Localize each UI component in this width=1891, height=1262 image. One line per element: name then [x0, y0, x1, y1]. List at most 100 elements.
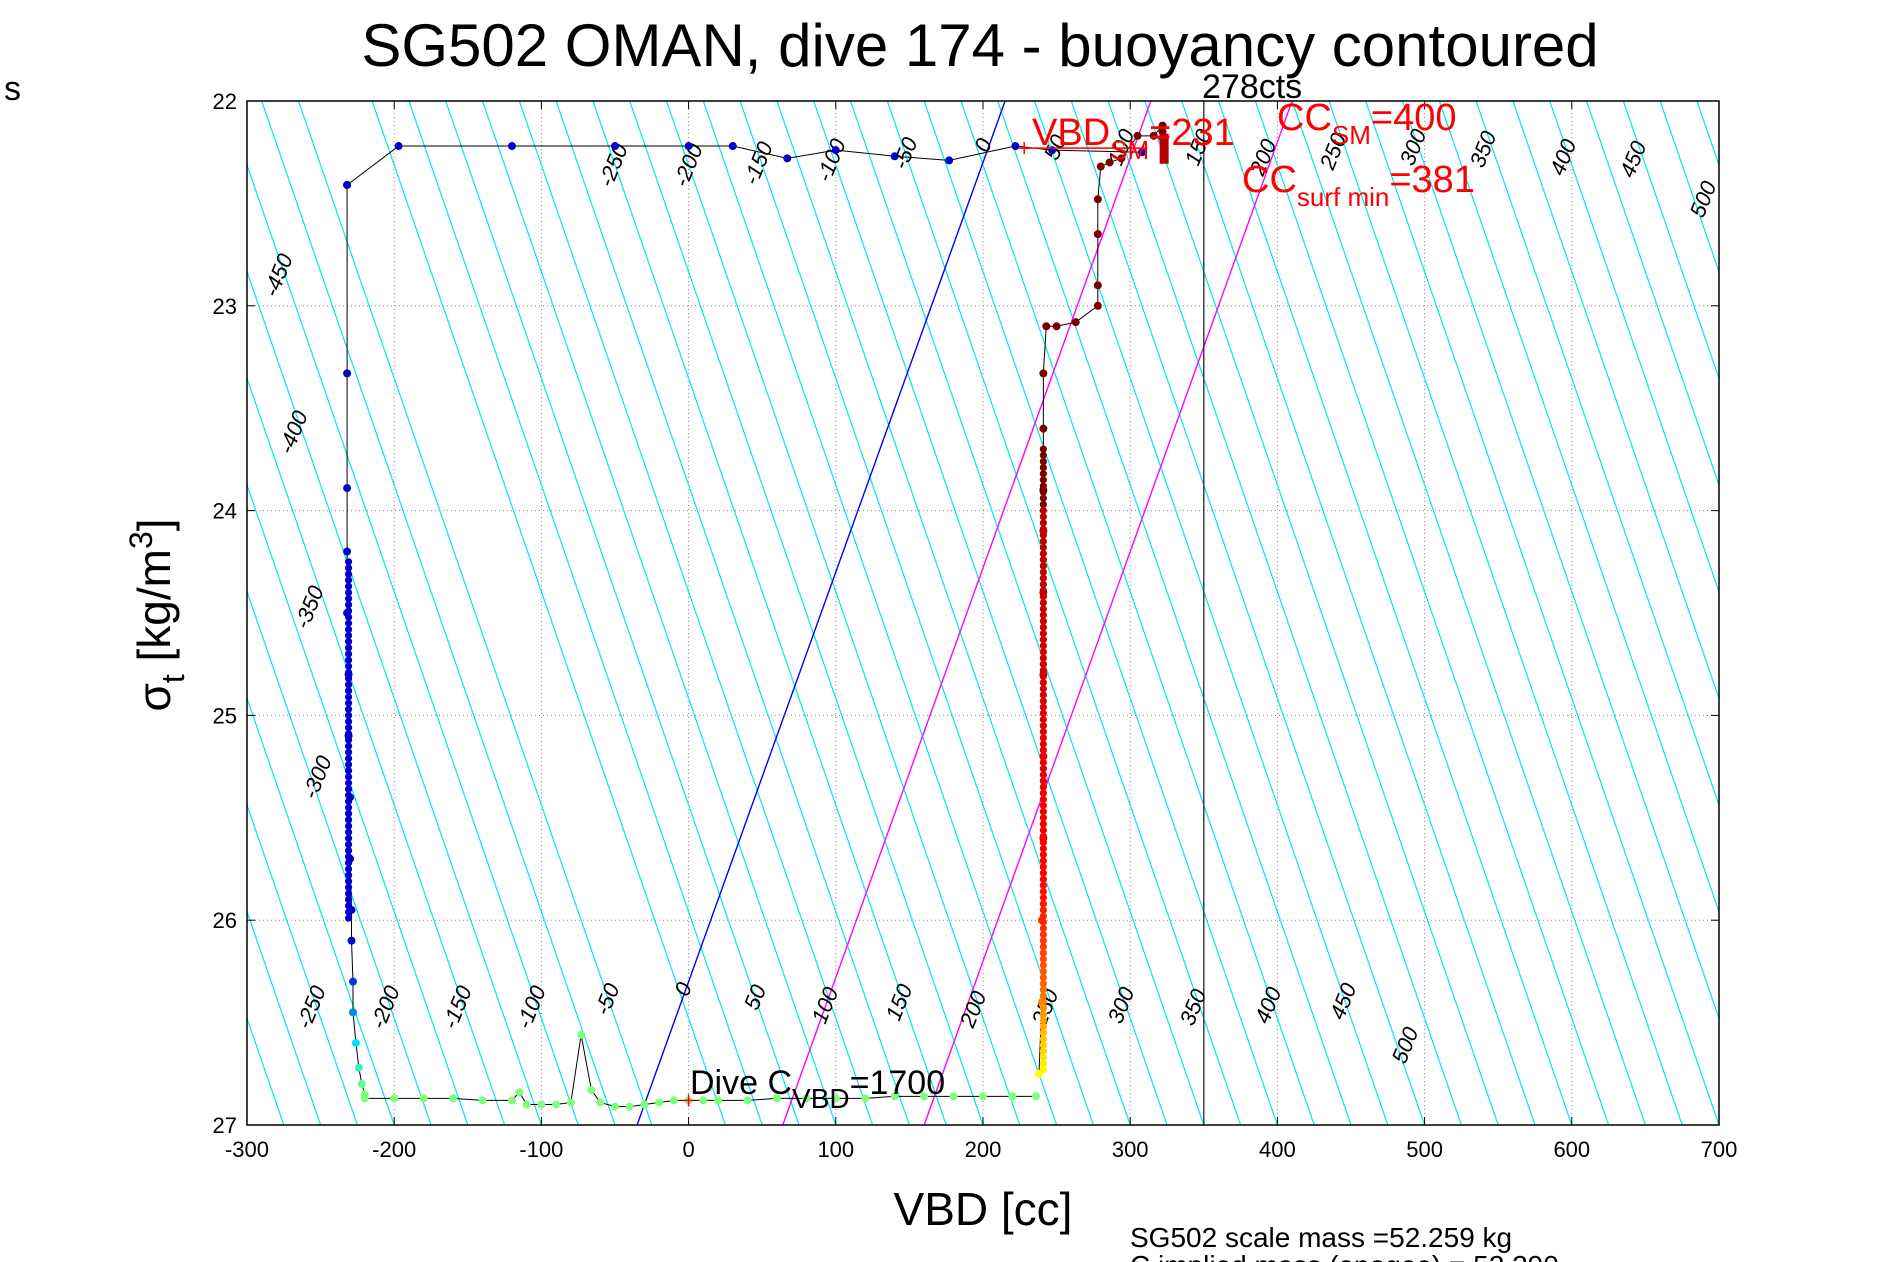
data-point-ascent-dense	[1039, 562, 1047, 570]
data-point-ascent-dense	[1039, 875, 1047, 883]
cc-sm-annotation: CCSM=400	[1277, 97, 1456, 150]
data-point-ascent-dense	[1039, 1035, 1047, 1043]
contour-line	[849, 101, 1205, 1125]
data-point-surface	[343, 180, 352, 189]
dive-cvbd-sub: VBD	[792, 1083, 850, 1114]
y-tick-label: 27	[213, 1113, 237, 1138]
contour-line	[247, 1123, 248, 1125]
data-point-ascent-dense	[1039, 973, 1047, 982]
data-point-bottom	[566, 1098, 575, 1107]
data-point-ascent	[1039, 424, 1048, 433]
data-point-ascent	[1093, 301, 1102, 310]
data-point-ascent-dense	[1039, 550, 1047, 558]
data-point-ascent-dense	[1039, 488, 1047, 496]
data-point-bottom	[831, 1094, 840, 1103]
data-point-ascent-dense	[1039, 660, 1047, 668]
data-point-ascent	[1158, 121, 1167, 130]
contour-line	[0, 101, 26, 1125]
data-point-descent-dense	[344, 601, 353, 609]
data-point-ascent-dense	[1039, 697, 1047, 705]
contour-line	[665, 101, 1021, 1125]
data-point-ascent-dense	[1039, 1047, 1047, 1055]
y-label-close: ]	[128, 518, 180, 531]
data-point-descent-dense	[344, 822, 353, 830]
contour-line	[1181, 101, 1536, 1125]
data-point-ascent-dense	[1039, 863, 1047, 871]
data-point-bottom	[949, 1092, 958, 1101]
data-point-descent-dense	[344, 662, 353, 670]
data-point-ascent-dense	[1039, 611, 1047, 619]
contour-line	[1401, 101, 1719, 1021]
data-point-descent-dense	[344, 699, 353, 707]
data-point-ascent-dense	[1039, 617, 1047, 625]
data-point-descent-dense	[344, 674, 353, 683]
data-point-ascent-dense	[1039, 599, 1047, 607]
cc-surf-base: CC	[1242, 159, 1297, 201]
data-point-descent-dense	[344, 908, 353, 916]
data-point-ascent-dense	[1039, 826, 1047, 834]
contour-line	[1365, 101, 1719, 1125]
data-point-descent-dense	[344, 883, 353, 892]
x-tick-label: 300	[1112, 1137, 1149, 1162]
data-point-descent-dense	[344, 896, 353, 904]
data-point-ascent-dense	[1039, 586, 1047, 595]
data-point-descent-dense	[344, 760, 353, 769]
x-tick-label: 0	[682, 1137, 694, 1162]
y-tick-label: 26	[213, 908, 237, 933]
data-point-ascent-dense	[1039, 814, 1047, 822]
x-tick-label: 400	[1259, 1137, 1296, 1162]
cc-sm-sub: SM	[1332, 120, 1371, 150]
data-point-ascent-dense	[1039, 672, 1047, 681]
data-point-ascent-dense	[1039, 986, 1047, 994]
data-point-descent-dense	[344, 687, 353, 695]
data-point-descent-dense	[344, 797, 353, 806]
data-point-descent	[348, 1008, 357, 1017]
data-point-descent	[343, 484, 352, 493]
data-point-ascent-dense	[1039, 795, 1047, 803]
data-point-ascent	[1096, 162, 1105, 171]
contour-line	[1696, 101, 1719, 167]
contour-line	[0, 101, 63, 1125]
contour-line	[739, 101, 1094, 1125]
data-point-ascent-dense	[1039, 580, 1047, 588]
data-point-descent	[348, 977, 357, 986]
magenta-reference-line	[923, 101, 1293, 1125]
data-point-descent-dense	[344, 803, 353, 812]
data-point-surface	[611, 142, 619, 151]
data-point-ascent-dense	[1039, 593, 1047, 601]
contour-line	[247, 483, 469, 1125]
data-point-ascent-dense	[1039, 531, 1047, 539]
data-point-ascent-dense	[1039, 1059, 1047, 1068]
data-point-ascent-dense	[1039, 685, 1047, 693]
data-point-ascent-dense	[1039, 728, 1047, 736]
data-point-ascent-dense	[1039, 715, 1047, 724]
contour-line	[261, 101, 616, 1125]
data-point-ascent-dense	[1039, 574, 1047, 582]
x-tick-label: 600	[1553, 1137, 1590, 1162]
data-point-bottom	[772, 1094, 781, 1103]
vbd-sm-base: VBD	[1032, 112, 1110, 154]
contour-line	[1512, 101, 1719, 701]
data-point-bottom	[596, 1098, 605, 1107]
data-point-ascent-dense	[1039, 679, 1047, 687]
data-point-bottom	[655, 1098, 664, 1107]
data-point-ascent	[1117, 154, 1126, 163]
contour-line	[555, 101, 910, 1125]
data-point-ascent-dense	[1039, 808, 1047, 816]
data-point-ascent-dense	[1039, 980, 1047, 988]
data-point-ascent-dense	[1039, 1053, 1047, 1062]
data-point-descent	[357, 1080, 366, 1089]
cc-surf-min-annotation: CCsurf min=381	[1242, 159, 1475, 212]
data-point-descent-dense	[344, 558, 353, 566]
data-point-ascent-dense	[1039, 887, 1047, 896]
cc-surf-value: =381	[1389, 159, 1475, 201]
cc-sm-base: CC	[1277, 97, 1332, 139]
data-point-bottom	[802, 1094, 811, 1103]
contour-line	[1217, 101, 1573, 1125]
data-point-descent-dense	[344, 631, 353, 640]
data-point-ascent-dense	[1039, 838, 1047, 846]
data-point-bottom	[920, 1092, 929, 1101]
data-point-ascent-dense	[1039, 949, 1047, 957]
data-point-bottom	[507, 1096, 516, 1105]
zero-buoyancy-line	[636, 101, 1006, 1125]
